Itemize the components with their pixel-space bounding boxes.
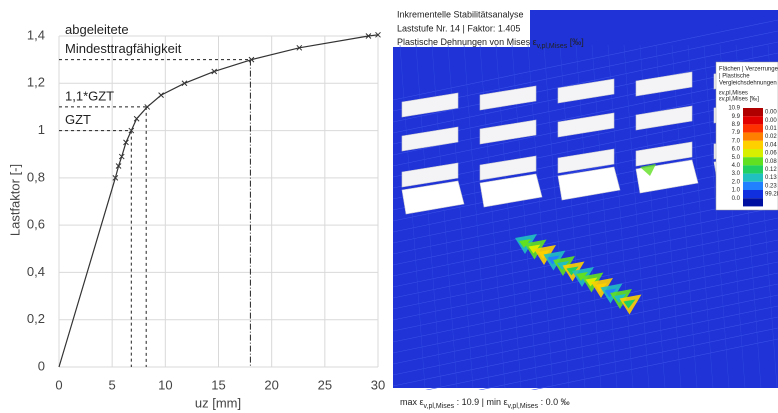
- y-axis-label: Lastfaktor [-]: [7, 164, 22, 236]
- fem-footer-part: : 10.9 | min ε: [454, 397, 507, 407]
- legend-value: 7.9: [732, 130, 741, 136]
- y-tick-label: 0,8: [27, 169, 45, 184]
- legend-unit: εv,pl,Mises [‰]: [719, 97, 759, 103]
- fem-footer-part: max ε: [400, 397, 424, 407]
- reference-label: GZT: [65, 112, 91, 127]
- legend-value: 5.0: [732, 155, 741, 161]
- legend-header: Flächen | Verzerrungen: [719, 67, 778, 73]
- y-tick-label: 1,2: [27, 75, 45, 90]
- legend-share: 0.01: [765, 126, 777, 132]
- x-tick-label: 30: [371, 377, 385, 392]
- legend-swatch: [743, 174, 763, 182]
- x-tick-label: 20: [264, 377, 278, 392]
- fem-footer-part: v,pl,Mises: [508, 403, 539, 410]
- legend-swatch: [743, 124, 763, 132]
- legend-value: 4.0: [732, 163, 741, 169]
- legend-header: Vergleichsdehnungen |: [719, 81, 778, 87]
- page: uz [mm] Lastfaktor [-] 0 0,2 0,4 0,6 0,8 1 1,2…: [0, 0, 778, 413]
- legend-share: 0.00: [765, 118, 777, 124]
- y-tick-label: 0: [38, 358, 45, 373]
- legend-share: 0.02: [765, 134, 777, 140]
- legend-value: 8.9: [732, 122, 741, 128]
- legend-share: 0.06: [765, 151, 777, 157]
- legend-share: 0.04: [765, 142, 777, 148]
- data-marker: [159, 93, 164, 98]
- x-tick-label: 15: [211, 377, 225, 392]
- legend-header: | Plastische: [719, 74, 750, 80]
- legend-share: 0.13: [765, 175, 777, 181]
- legend-share: 0.00: [765, 110, 777, 116]
- legend-share: 0.08: [765, 159, 777, 165]
- legend-swatch: [743, 190, 763, 198]
- x-tick-label: 0: [55, 377, 62, 392]
- legend-swatch: [743, 108, 763, 116]
- reference-label: 1,1*GZT: [65, 88, 114, 103]
- legend-value: 7.0: [732, 138, 741, 144]
- x-tick-label: 25: [318, 377, 332, 392]
- legend-swatch: [743, 182, 763, 190]
- legend-share: 0.23: [765, 183, 777, 189]
- x-axis-label: uz [mm]: [195, 395, 241, 410]
- fem-result-part: [‰]: [567, 37, 584, 47]
- fem-subtitle: Laststufe Nr. 14 | Faktor: 1.405: [397, 23, 520, 33]
- reference-label: Mindesttragfähigkeit: [65, 41, 182, 56]
- legend-swatch: [743, 198, 763, 206]
- x-tick-label: 5: [109, 377, 116, 392]
- legend-swatch: [743, 157, 763, 165]
- legend-value: 10.9: [728, 106, 740, 112]
- legend-value: 0.0: [732, 196, 741, 202]
- fem-footer-part: : 0.0 ‰: [538, 397, 570, 407]
- y-tick-label: 0,4: [27, 264, 45, 279]
- legend-value: 2.0: [732, 179, 741, 185]
- fem-title: Inkrementelle Stabilitätsanalyse: [397, 9, 524, 19]
- fem-footer-part: v,pl,Mises: [424, 403, 455, 410]
- legend-swatch: [743, 116, 763, 124]
- legend-value: 3.0: [732, 171, 741, 177]
- y-tick-label: 1: [38, 122, 45, 137]
- legend-value: 6.0: [732, 147, 741, 153]
- legend-value: 9.9: [732, 114, 741, 120]
- y-tick-label: 0,2: [27, 311, 45, 326]
- legend-swatch: [743, 165, 763, 173]
- y-tick-label: 1,4: [27, 27, 45, 42]
- fem-result-part: v,pl,Mises: [537, 43, 568, 50]
- reference-label: abgeleitete: [65, 22, 129, 37]
- y-tick-label: 0,6: [27, 217, 45, 232]
- data-marker: [134, 116, 139, 121]
- legend-value: 1.0: [732, 188, 741, 194]
- legend-swatch: [743, 133, 763, 141]
- legend-swatch: [743, 149, 763, 157]
- fem-result-part: Plastische Dehnungen von Mises ε: [397, 37, 537, 47]
- legend-share: 0.12: [765, 167, 777, 173]
- legend-swatch: [743, 141, 763, 149]
- x-tick-label: 10: [158, 377, 172, 392]
- legend-share: 99.28: [765, 192, 778, 198]
